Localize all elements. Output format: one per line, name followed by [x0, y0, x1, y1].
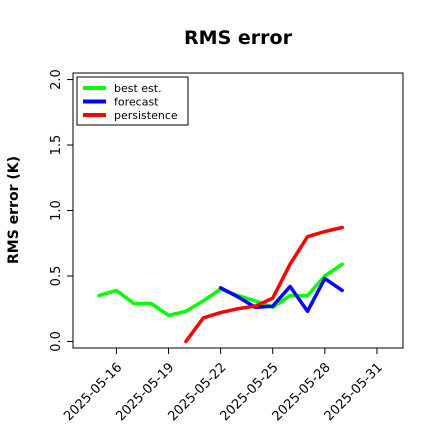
- y-axis-label: RMS error (K): [6, 156, 22, 264]
- x-axis: 2025-05-162025-05-192025-05-222025-05-25…: [61, 348, 386, 424]
- y-tick-label: 1.0: [49, 200, 64, 221]
- y-tick-label: 1.5: [49, 135, 64, 156]
- series-layer: [97, 225, 344, 344]
- y-tick-label: 2.0: [49, 69, 64, 90]
- legend-label: forecast: [114, 96, 159, 109]
- y-tick-label: 0.5: [49, 266, 64, 287]
- series-line-persistence: [184, 225, 344, 344]
- legend-label: best est.: [114, 82, 162, 95]
- y-tick-label: 0.0: [49, 331, 64, 352]
- y-axis: 0.0 0.5 1.0 1.5 2.0: [49, 69, 73, 352]
- legend-label: persistence: [114, 109, 178, 122]
- series-line-forecast: [218, 276, 344, 314]
- chart-title: RMS error: [184, 27, 293, 49]
